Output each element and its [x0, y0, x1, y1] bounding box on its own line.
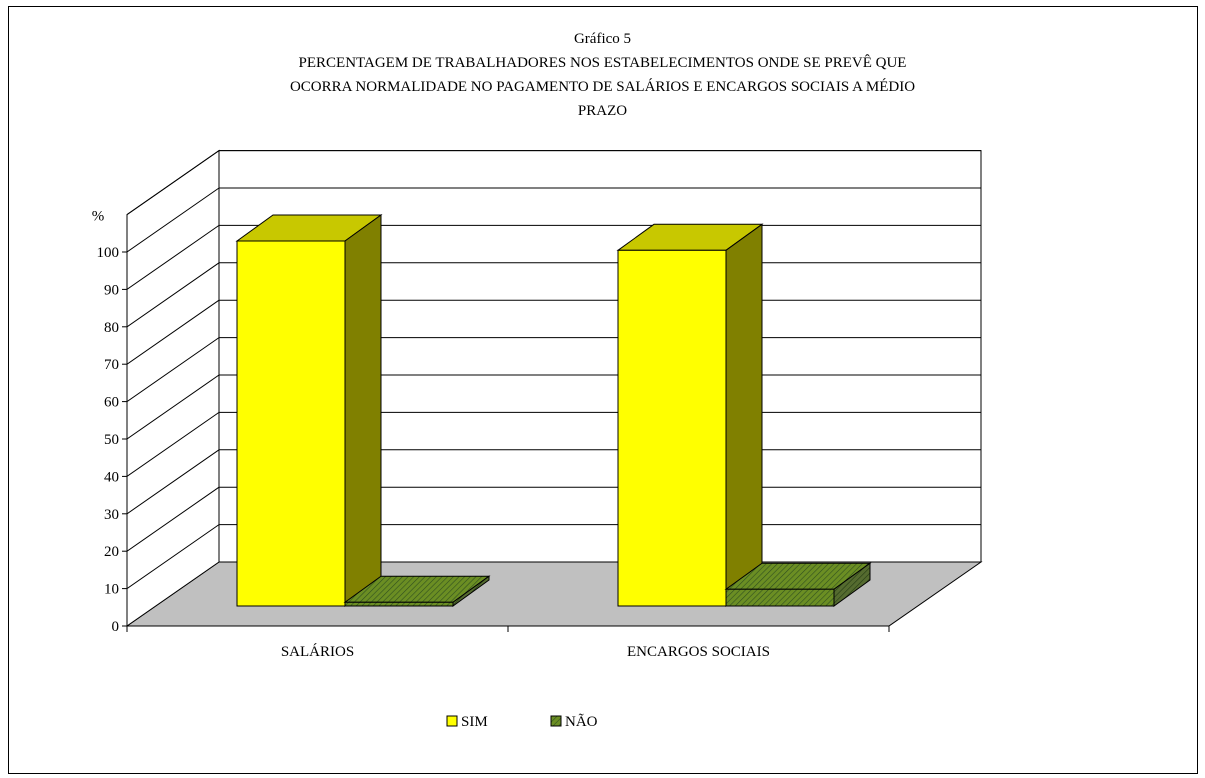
y-tick-label: 70 [104, 357, 119, 373]
chart-title-line-2: PERCENTAGEM DE TRABALHADORES NOS ESTABEL… [298, 55, 907, 71]
gridline-depth [126, 299, 220, 365]
y-tick-label: 0 [112, 619, 120, 635]
bar-não [344, 601, 454, 607]
legend-swatch-não [550, 715, 562, 727]
gridline-depth [126, 486, 220, 552]
y-tick-label: 20 [104, 544, 119, 560]
y-tick-label: 40 [104, 469, 119, 485]
x-tick-label: SALÁRIOS [281, 643, 354, 660]
legend-swatch-sim [446, 715, 458, 727]
y-axis-label: % [92, 209, 105, 225]
bar-side-sim [725, 223, 763, 607]
y-tick-label: 90 [104, 282, 119, 298]
gridline-depth [126, 224, 220, 290]
gridline-depth [126, 524, 220, 590]
y-tick-label: 100 [97, 245, 120, 261]
gridline-depth [126, 411, 220, 477]
x-tick-label: ENCARGOS SOCIAIS [627, 644, 770, 660]
gridline-depth [126, 262, 220, 328]
gridline-depth [126, 337, 220, 403]
y-tick-label: 50 [104, 432, 119, 448]
gridline-depth [126, 187, 220, 253]
chart-title-line-3: OCORRA NORMALIDADE NO PAGAMENTO DE SALÁR… [289, 79, 916, 95]
bar-sim [236, 240, 346, 607]
y-tick-label: 10 [104, 582, 119, 598]
chart-side-wall [126, 149, 220, 627]
y-tick-label: 60 [104, 395, 119, 411]
gridline-depth [126, 374, 220, 440]
chart-title-line-1: Gráfico 5 [573, 31, 632, 47]
gridline-depth [126, 150, 220, 216]
gridline-depth [126, 449, 220, 515]
y-tick-label: 80 [104, 320, 119, 336]
bar-não [725, 588, 835, 607]
bar-side-sim [344, 214, 382, 607]
y-tick-label: 30 [104, 507, 119, 523]
legend-label-não: NÃO [565, 714, 598, 730]
bar-sim [617, 249, 727, 607]
chart-title-line-4: PRAZO [577, 103, 628, 119]
legend-label-sim: SIM [461, 714, 488, 730]
